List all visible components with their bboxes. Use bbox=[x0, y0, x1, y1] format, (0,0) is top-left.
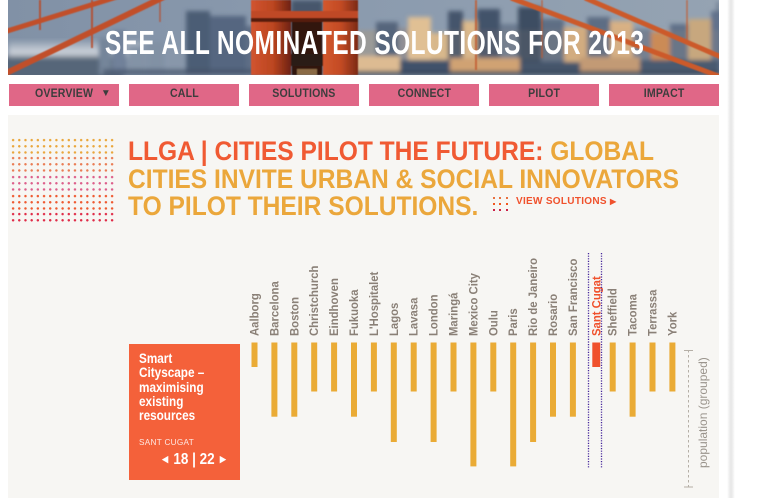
svg-text:Rio de Janeiro: Rio de Janeiro bbox=[528, 258, 540, 336]
svg-text:Eindhoven: Eindhoven bbox=[329, 278, 341, 336]
svg-text:Lagos: Lagos bbox=[389, 303, 401, 336]
svg-text:Sant Cugat: Sant Cugat bbox=[591, 276, 603, 336]
svg-text:Tacoma: Tacoma bbox=[628, 293, 640, 336]
svg-text:Fukuoka: Fukuoka bbox=[349, 289, 361, 336]
svg-text:London: London bbox=[429, 294, 441, 336]
svg-text:Terrassa: Terrassa bbox=[647, 289, 659, 336]
svg-text:Boston: Boston bbox=[289, 297, 301, 336]
svg-text:Oulu: Oulu bbox=[488, 310, 500, 336]
svg-text:Christchurch: Christchurch bbox=[309, 266, 321, 336]
svg-text:Mexico City: Mexico City bbox=[468, 272, 480, 336]
svg-text:Lavasa: Lavasa bbox=[409, 297, 421, 336]
svg-text:Sheffield: Sheffield bbox=[608, 288, 620, 336]
svg-text:population (grouped): population (grouped) bbox=[696, 357, 710, 468]
svg-text:Maringá: Maringá bbox=[448, 292, 460, 336]
svg-text:Barcelona: Barcelona bbox=[269, 281, 281, 336]
svg-text:Paris: Paris bbox=[508, 308, 520, 336]
svg-text:San Francisco: San Francisco bbox=[568, 259, 580, 336]
svg-text:Aalborg: Aalborg bbox=[249, 293, 261, 336]
svg-text:Rosario: Rosario bbox=[548, 294, 560, 336]
svg-text:York: York bbox=[667, 311, 679, 336]
svg-text:L'Hospitalet: L'Hospitalet bbox=[369, 271, 381, 336]
